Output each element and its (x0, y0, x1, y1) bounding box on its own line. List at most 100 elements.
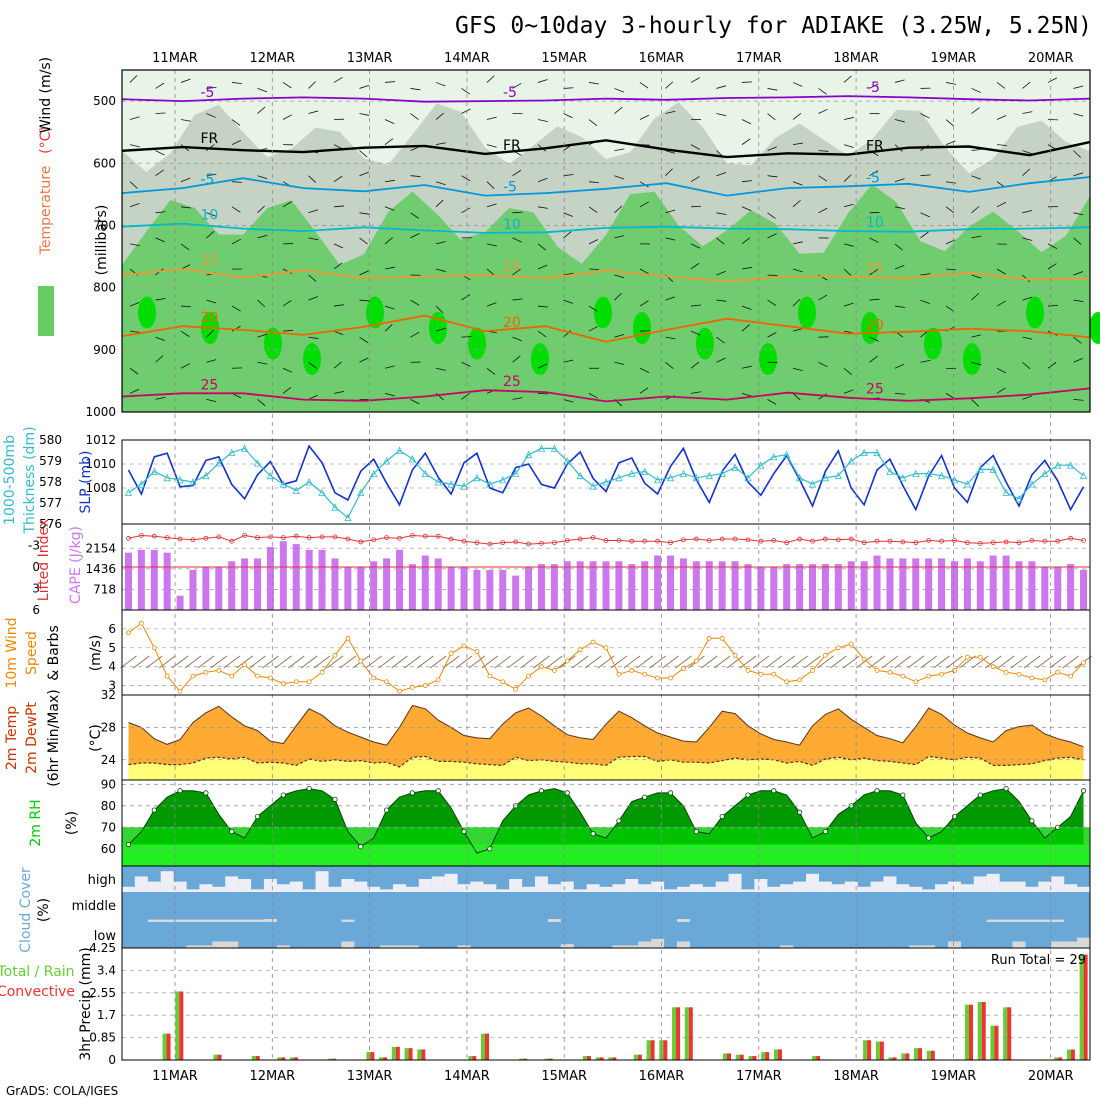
wind-barb (894, 392, 905, 395)
wind-speed-point (345, 635, 351, 641)
cape-bar (473, 569, 481, 610)
wind-barb-10m (649, 655, 666, 669)
precip-total-bar (901, 1053, 906, 1060)
lifted-index-point (797, 536, 802, 542)
wind-barb (690, 176, 700, 183)
lifted-index-point (190, 537, 196, 543)
lifted-index-point (693, 536, 699, 542)
wind-barb (1073, 357, 1083, 363)
cloud-gap-bar (896, 884, 910, 892)
thickness-point (937, 471, 946, 480)
thickness-point (421, 469, 429, 477)
wind-barb (206, 329, 214, 338)
lifted-index-point (900, 539, 906, 545)
wind-barb (1073, 398, 1084, 401)
thickness-point (1002, 488, 1010, 496)
wind-barb-10m (1036, 655, 1054, 669)
rh-point (280, 792, 286, 798)
wind-speed-point (874, 668, 880, 673)
thickness-point (305, 478, 313, 486)
cape-bar (963, 558, 971, 610)
date-label-top: 14MAR (444, 51, 490, 66)
lifted-index-point (435, 533, 441, 539)
lifted-index-point (577, 536, 583, 542)
wind-barb (486, 243, 497, 247)
rh-point (1080, 788, 1087, 794)
cloud-gap-bar (160, 919, 174, 922)
precip-total-bar (735, 1054, 740, 1060)
cloud-level-label: low (94, 929, 117, 944)
y-tick-label-ua: 500 (93, 94, 116, 108)
wind-barb (155, 112, 166, 114)
precip-convective-bar (676, 1007, 681, 1060)
cloud-gap-bar (251, 919, 265, 922)
wind-barb (971, 399, 979, 407)
wind-barb (843, 144, 854, 148)
wind-speed-point (977, 654, 983, 660)
wind-barb (843, 367, 852, 375)
wind-barb (333, 304, 344, 307)
wind-barb (410, 175, 421, 177)
cloud-gap-bar (405, 886, 419, 892)
thickness-point (344, 513, 352, 522)
cape-bar (847, 561, 855, 610)
wind-barb (869, 237, 879, 243)
lifted-index-point (397, 535, 402, 541)
cloud-gap-bar (302, 889, 316, 892)
lifted-index-point (216, 534, 222, 540)
wind-speed-point (848, 641, 854, 647)
thickness-point (1054, 461, 1062, 469)
cloud-gap-bar (251, 889, 265, 892)
wind-barb (945, 119, 954, 127)
rh-point (796, 809, 803, 815)
panel-wind (122, 610, 1090, 695)
wind-barb (741, 305, 752, 310)
wind-barb (333, 361, 342, 369)
rh-point (822, 828, 829, 835)
date-label-bottom: 19MAR (931, 1069, 977, 1084)
thickness-point (783, 450, 791, 459)
cape-bar (318, 549, 326, 610)
wind-barb (741, 180, 752, 183)
wind-barb (588, 305, 598, 312)
wind-speed-point (913, 679, 919, 685)
lifted-index-point (513, 539, 519, 545)
wind-barb (945, 140, 956, 145)
rh-point (977, 792, 983, 798)
wind-barb (308, 394, 318, 400)
precip-total-bar (812, 1056, 817, 1060)
wind-barb (767, 332, 777, 338)
wind-barb (741, 119, 752, 125)
precip-convective-bar (179, 991, 184, 1060)
cloud-gap-bar (1025, 886, 1039, 892)
rh-point (435, 788, 441, 794)
cloud-gap-bar (1077, 886, 1091, 892)
wind-barb (384, 305, 395, 310)
cape-bar (641, 561, 649, 610)
wind-barb-10m (365, 655, 382, 669)
wind-barb-10m (623, 655, 641, 669)
thickness-point (679, 469, 688, 477)
wind-barb (359, 237, 368, 245)
thickness-point (266, 471, 275, 480)
wind-barb (1022, 237, 1033, 241)
temperature-line (128, 704, 1084, 748)
y-tick-label-wind: 4 (108, 660, 116, 674)
wind-speed-point (293, 679, 299, 685)
wind-barb (282, 114, 293, 120)
cape-bar (834, 564, 842, 610)
wind-barb (537, 305, 548, 308)
wind-barb (741, 324, 750, 332)
y-tick-label-temp: 32 (101, 688, 116, 702)
wind-speed-point (629, 668, 635, 673)
cape-bar (912, 558, 920, 610)
cloud-gap-bar (173, 919, 187, 922)
y-tick-label-precip: 3.4 (97, 963, 116, 977)
lifted-index-point (345, 536, 351, 542)
wind-speed-point (422, 683, 428, 688)
contour-label: FR (201, 131, 219, 147)
wind-barb (410, 212, 420, 219)
wind-barb (359, 150, 368, 158)
precip-convective-bar (663, 1040, 668, 1060)
wind-barb (435, 181, 446, 186)
